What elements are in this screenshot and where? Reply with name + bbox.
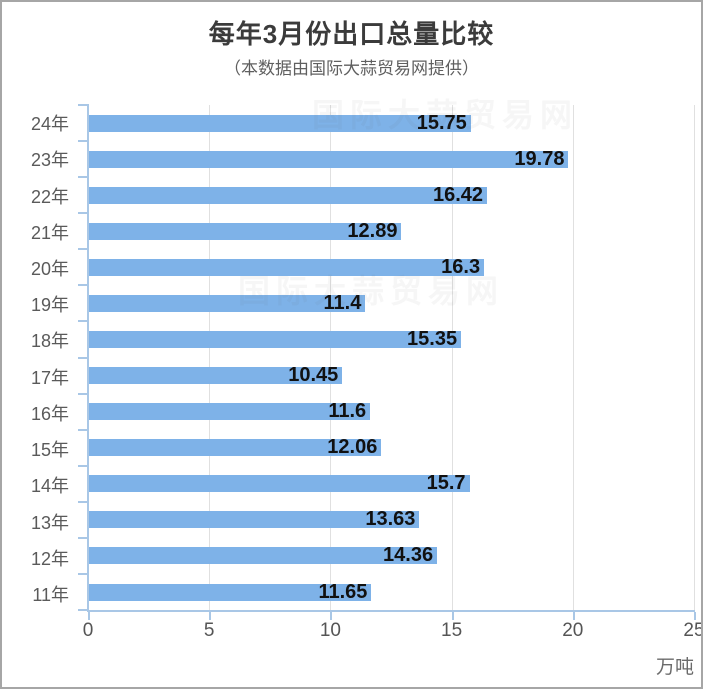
bar-series: 15.75 19.78 16.42 12.89 16.3 11.4 15.35 10.45 11…: [89, 105, 695, 610]
chart-header: 每年3月份出口总量比较 （本数据由国际大蒜贸易网提供）: [2, 2, 701, 105]
y-axis-tick: [78, 248, 89, 251]
bar-23年[interactable]: 19.78: [89, 147, 569, 170]
x-axis-tick-label: 25: [683, 620, 703, 641]
y-axis-label: 22年: [30, 186, 69, 207]
y-axis-tick: [78, 356, 89, 359]
x-axis-tick-label: 10: [319, 620, 341, 641]
gridline: [330, 105, 332, 610]
bar-value-label: 11.6: [328, 400, 367, 423]
bar-value-label: 15.75: [416, 111, 467, 134]
y-axis-label: 13年: [30, 512, 69, 533]
bar-value-label: 13.63: [365, 508, 416, 531]
x-axis-tick-label: 20: [562, 620, 584, 641]
bar-row: 19.78: [89, 141, 695, 177]
bar-20年[interactable]: 16.3: [89, 255, 485, 278]
y-axis-tick: [78, 428, 89, 431]
y-axis-tick: [78, 536, 89, 539]
y-axis-tick: [78, 284, 89, 287]
bar-row: 11.6: [89, 394, 695, 430]
x-axis-tick: [451, 612, 454, 620]
bar-value-label: 11.65: [318, 580, 368, 603]
y-axis-label: 20年: [30, 258, 69, 279]
bar-17年[interactable]: 10.45: [89, 364, 343, 387]
bar-value-label: 19.78: [514, 147, 565, 170]
bar-11年[interactable]: 11.65: [89, 580, 372, 603]
y-axis-tick: [78, 609, 89, 611]
y-axis-labels: 24年 23年 22年 21年 20年 19年 18年 17年 16年 15年 14年 13年 12年 1…: [2, 105, 87, 612]
bar-19年[interactable]: 11.4: [89, 291, 366, 314]
x-axis-tick: [572, 612, 575, 620]
y-axis-label: 24年: [30, 114, 69, 135]
bar-value-label: 15.35: [407, 328, 458, 350]
x-axis-tick: [88, 612, 90, 620]
plot-area: 15.75 19.78 16.42 12.89 16.3 11.4 15.35 10.45 11…: [78, 104, 696, 620]
bar-12年[interactable]: 14.36: [89, 544, 438, 567]
bar-row: 11.65: [89, 574, 695, 610]
y-axis-label: 17年: [30, 367, 69, 388]
gridline: [694, 105, 695, 610]
x-axis-unit-label: 万吨: [655, 657, 694, 678]
bar-14年[interactable]: 15.7: [89, 472, 470, 495]
bar-row: 16.3: [89, 249, 695, 285]
y-axis-tick: [78, 320, 89, 323]
bar-row: 15.35: [89, 321, 695, 357]
x-axis-tick-label: 0: [82, 620, 94, 641]
bar-21年[interactable]: 12.89: [89, 219, 402, 242]
y-axis-label: 15年: [30, 440, 69, 461]
y-axis-tick: [78, 572, 89, 575]
bar-value-label: 16.3: [441, 255, 481, 278]
bar-row: 12.89: [89, 213, 695, 249]
y-axis-tick: [78, 464, 89, 467]
bar-row: 14.36: [89, 538, 695, 574]
y-axis-label: 16年: [30, 403, 69, 424]
y-axis-tick: [78, 176, 89, 179]
bar-18年[interactable]: 15.35: [89, 328, 462, 350]
bar-row: 12.06: [89, 430, 695, 466]
bar-row: 15.7: [89, 466, 695, 502]
bar-value-label: 15.7: [426, 472, 466, 495]
y-axis-tick: [78, 500, 89, 503]
bar-row: 16.42: [89, 177, 695, 213]
y-axis-label: 19年: [30, 295, 69, 316]
bar-15年[interactable]: 12.06: [89, 436, 382, 459]
y-axis-tick: [78, 140, 89, 143]
bar-13年[interactable]: 13.63: [89, 508, 420, 531]
y-axis-tick: [78, 392, 89, 395]
bar-16年[interactable]: 11.6: [89, 400, 371, 423]
y-axis-label: 12年: [30, 548, 69, 569]
bar-value-label: 12.89: [347, 219, 398, 242]
y-axis-tick: [78, 104, 89, 106]
bar-value-label: 14.36: [383, 544, 434, 567]
gridline: [572, 105, 574, 610]
bar-24年[interactable]: 15.75: [89, 111, 471, 134]
x-axis-tick: [694, 612, 696, 620]
bar-value-label: 12.06: [327, 436, 378, 459]
chart-title: 每年3月份出口总量比较: [208, 19, 495, 49]
bar-value-label: 11.4: [323, 291, 362, 314]
bar-value-label: 16.42: [432, 183, 484, 206]
x-axis-labels: 0 5 10 15 20 25: [83, 620, 701, 644]
y-axis-tick: [78, 212, 89, 215]
y-axis-label: 21年: [30, 222, 69, 243]
y-axis-label: 23年: [30, 150, 69, 171]
x-axis-tick-label: 5: [203, 620, 215, 641]
y-axis-label: 18年: [30, 331, 69, 352]
gridline: [451, 105, 453, 610]
chart-subtitle: （本数据由国际大蒜贸易网提供）: [224, 59, 479, 78]
bar-row: 15.75: [89, 105, 695, 141]
y-axis-label: 14年: [30, 476, 69, 497]
bar-22年[interactable]: 16.42: [89, 183, 488, 206]
bar-value-label: 10.45: [288, 364, 339, 387]
bar-row: 11.4: [89, 285, 695, 321]
x-axis-tick-label: 15: [441, 620, 463, 641]
y-axis-label: 11年: [32, 584, 69, 605]
x-axis-tick: [209, 612, 212, 620]
bar-row: 13.63: [89, 502, 695, 538]
gridline: [209, 105, 211, 610]
bar-row: 10.45: [89, 358, 695, 394]
x-axis-tick: [330, 612, 333, 620]
